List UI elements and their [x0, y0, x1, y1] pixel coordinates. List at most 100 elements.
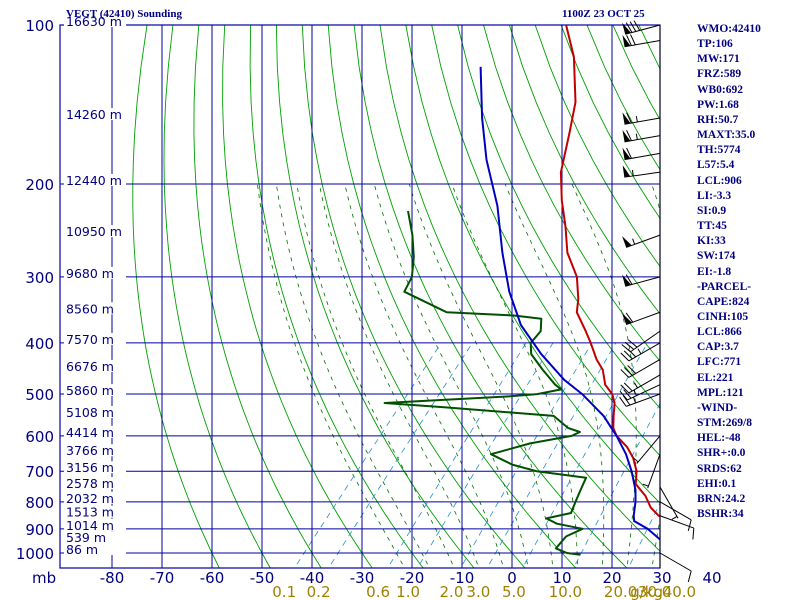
height-label-bg — [64, 477, 126, 490]
moist-adiabat-line — [504, 183, 605, 565]
index-item: -WIND- — [697, 401, 738, 414]
wind-barb-pennant — [622, 165, 631, 178]
index-item: LCL:906 — [697, 174, 742, 187]
moist-adiabat-line — [373, 183, 528, 565]
wind-barb-half-flag — [633, 397, 637, 404]
mixing-ratio-line — [296, 342, 442, 565]
mixing-ratio-label: 1.0 — [396, 583, 420, 600]
wind-barb — [619, 384, 661, 401]
dry-adiabat-line — [193, 25, 322, 568]
index-item: WMO:42410 — [697, 23, 761, 35]
wind-barb — [622, 130, 661, 143]
index-item: SI:0.9 — [697, 204, 727, 217]
wind-barb — [620, 359, 661, 378]
height-label: 4414 m — [66, 425, 114, 440]
wind-barb-flag — [633, 20, 641, 31]
wind-barb-pennant — [622, 313, 632, 325]
wind-barb-staff — [659, 501, 692, 521]
dry-adiabat-line — [163, 25, 271, 568]
height-label-bg — [64, 302, 126, 315]
pressure-label: 100 — [25, 17, 54, 35]
pressure-label: 700 — [25, 463, 54, 481]
wind-barb-pennant — [622, 147, 631, 160]
wind-barb — [622, 112, 661, 125]
pressure-label: 300 — [25, 269, 54, 287]
temperature-tick-label: -50 — [250, 569, 275, 587]
temperature-tick-label: -70 — [150, 569, 175, 587]
wind-barb — [621, 330, 661, 353]
height-label-bg — [64, 173, 126, 186]
height-label: 12440 m — [66, 173, 122, 188]
mixing-ratio-line — [389, 342, 527, 565]
wind-barb-flag — [627, 365, 637, 374]
wind-barb-flag — [620, 369, 630, 378]
dry-adiabat-line — [431, 25, 660, 457]
index-item: PW:1.68 — [697, 98, 739, 111]
height-label: 6676 m — [66, 359, 114, 374]
mixing-ratio-label: 5.0 — [502, 583, 526, 600]
pressure-label: 900 — [25, 521, 54, 539]
height-label: 7570 m — [66, 332, 114, 347]
height-label-bg — [64, 266, 126, 279]
wind-barb-staff — [624, 117, 661, 125]
dry-adiabat-line — [457, 25, 660, 409]
dry-adiabat-line — [275, 25, 475, 568]
index-item: TH:5774 — [697, 144, 741, 157]
temperature-tick-label: -40 — [300, 569, 325, 587]
index-item: LI:-3.3 — [697, 189, 732, 202]
mixing-ratio-label: 0.2 — [307, 583, 331, 600]
temperature-trace — [559, 25, 660, 518]
index-item: WB0:692 — [697, 83, 743, 96]
height-label: 1014 m — [66, 518, 114, 533]
wind-barb — [620, 342, 661, 362]
height-label-bg — [64, 461, 126, 474]
wind-barb-staff — [659, 486, 679, 519]
wind-barb-flag — [623, 367, 633, 376]
wind-barb-flag — [625, 274, 633, 285]
mixing-ratio-unit-label: g/kg — [630, 583, 663, 600]
wind-barb-staff — [624, 152, 661, 161]
wind-barb — [622, 311, 661, 326]
wind-barb-flag — [626, 147, 632, 159]
chart-title: VEGT (42410) Sounding — [66, 8, 182, 20]
height-label-bg — [64, 405, 126, 418]
wind-barb-pennant — [622, 274, 632, 287]
pressure-label: 1000 — [16, 545, 54, 563]
wind-barb-half-flag — [634, 382, 638, 389]
wind-barb-half-flag — [635, 133, 638, 140]
wind-barb-flag — [623, 382, 633, 392]
wind-barb-flag — [623, 389, 632, 399]
dry-adiabat-line — [249, 25, 424, 568]
dry-adiabat-line — [327, 25, 577, 568]
index-item: TP:106 — [697, 38, 733, 51]
dewpoint-trace — [383, 210, 588, 556]
pressure-label: 200 — [25, 176, 54, 194]
height-label: 539 m — [66, 530, 106, 545]
mixing-ratio-line — [419, 342, 554, 565]
index-item: CINH:105 — [697, 310, 749, 323]
index-item: SRDS:62 — [697, 462, 742, 475]
wind-barb — [622, 165, 661, 178]
moist-adiabat-line — [344, 183, 503, 565]
mixing-ratio-label: 0.6 — [366, 583, 390, 600]
moist-adiabat-line — [571, 183, 637, 565]
wind-barb-flag — [620, 384, 630, 394]
dry-adiabat-line — [534, 25, 660, 267]
wind-barb — [622, 20, 661, 35]
wind-barb-flag — [624, 341, 635, 350]
temperature-tick-label: -30 — [350, 569, 375, 587]
pressure-label: 800 — [25, 494, 54, 512]
wind-barb-pennant — [622, 112, 631, 125]
index-item: SHR+:0.0 — [697, 447, 746, 460]
index-item: TT:45 — [697, 220, 727, 233]
moist-adiabat-line — [296, 183, 453, 565]
mixing-ratio-label: 10.0 — [549, 583, 582, 600]
dry-adiabat-line — [222, 25, 373, 568]
index-item: EI:-1.8 — [697, 265, 732, 278]
wind-barb-flag — [630, 34, 636, 46]
dry-adiabat-line — [560, 25, 660, 220]
moist-adiabat-line — [257, 183, 403, 565]
height-label: 5108 m — [66, 405, 114, 420]
dry-adiabat-line — [379, 25, 660, 552]
